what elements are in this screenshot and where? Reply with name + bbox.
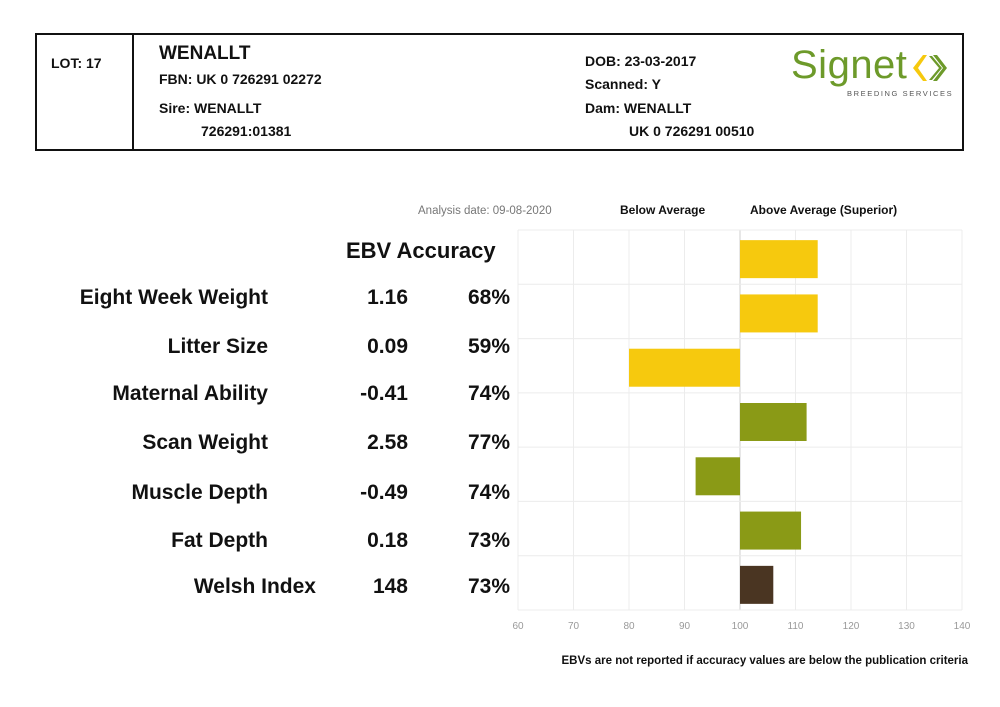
ebv-value: 148	[372, 575, 408, 598]
accuracy-value: 59%	[467, 335, 510, 358]
x-tick-label: 70	[568, 621, 580, 632]
ebv-value: 0.18	[367, 529, 408, 552]
below-average-label: Below Average	[620, 203, 706, 217]
analysis-date: Analysis date: 09-08-2020	[418, 205, 552, 217]
fbn: FBN: UK 0 726291 02272	[159, 71, 322, 87]
ebv-value: 1.16	[367, 286, 408, 309]
bar	[740, 565, 774, 604]
accuracy-value: 73%	[467, 575, 510, 598]
accuracy-value: 77%	[467, 431, 510, 454]
x-tick-label: 120	[843, 621, 860, 632]
accuracy-value: 68%	[467, 286, 510, 309]
trait-name: Welsh Index	[193, 575, 316, 598]
x-tick-label: 100	[732, 621, 749, 632]
trait-name: Litter Size	[167, 335, 268, 358]
ebv-value: -0.49	[360, 481, 408, 504]
x-tick-label: 60	[512, 621, 524, 632]
scanned: Scanned: Y	[585, 76, 661, 92]
bar	[695, 457, 740, 496]
dam-id: UK 0 726291 00510	[629, 123, 755, 139]
ebv-value: 2.58	[367, 431, 408, 454]
column-header: EBV Accuracy	[346, 238, 496, 263]
ebv-value: 0.09	[367, 335, 408, 358]
trait-name: Maternal Ability	[112, 382, 268, 405]
footnote: EBVs are not reported if accuracy values…	[561, 655, 968, 667]
x-tick-label: 90	[679, 621, 691, 632]
accuracy-value: 74%	[467, 481, 510, 504]
trait-name: Fat Depth	[171, 529, 268, 552]
x-tick-label: 140	[954, 621, 971, 632]
x-tick-label: 130	[898, 621, 915, 632]
logo-subtitle: BREEDING SERVICES	[847, 89, 954, 98]
x-tick-label: 80	[623, 621, 635, 632]
bar	[740, 403, 807, 441]
signet-logo: Signet BREEDING SERVICES	[791, 43, 954, 103]
dam-label: Dam: WENALLT	[585, 100, 692, 116]
logo-word: Signet	[791, 43, 908, 87]
ebv-bar-chart: 60 70 80 90 100 110 120 130 140	[512, 229, 971, 632]
chevrons-icon	[913, 55, 947, 81]
bar	[740, 511, 802, 550]
accuracy-value: 73%	[467, 529, 510, 552]
trait-name: Eight Week Weight	[79, 286, 268, 309]
dob: DOB: 23-03-2017	[585, 53, 697, 69]
sire-label: Sire: WENALLT	[159, 100, 262, 116]
bar	[740, 294, 818, 333]
lot-cell: LOT: 17	[37, 35, 134, 149]
above-average-label: Above Average (Superior)	[750, 203, 898, 217]
trait-name: Scan Weight	[142, 431, 268, 454]
bar	[629, 348, 740, 387]
accuracy-value: 74%	[467, 382, 510, 405]
trait-name: Muscle Depth	[131, 481, 268, 504]
animal-header: LOT: 17 WENALLT FBN: UK 0 726291 02272 S…	[35, 33, 964, 151]
lot-number: LOT: 17	[51, 55, 102, 71]
animal-name: WENALLT	[159, 43, 251, 64]
x-tick-label: 110	[788, 621, 804, 632]
sire-id: 726291:01381	[201, 123, 292, 139]
ebv-value: -0.41	[360, 382, 408, 405]
bar	[740, 240, 818, 279]
